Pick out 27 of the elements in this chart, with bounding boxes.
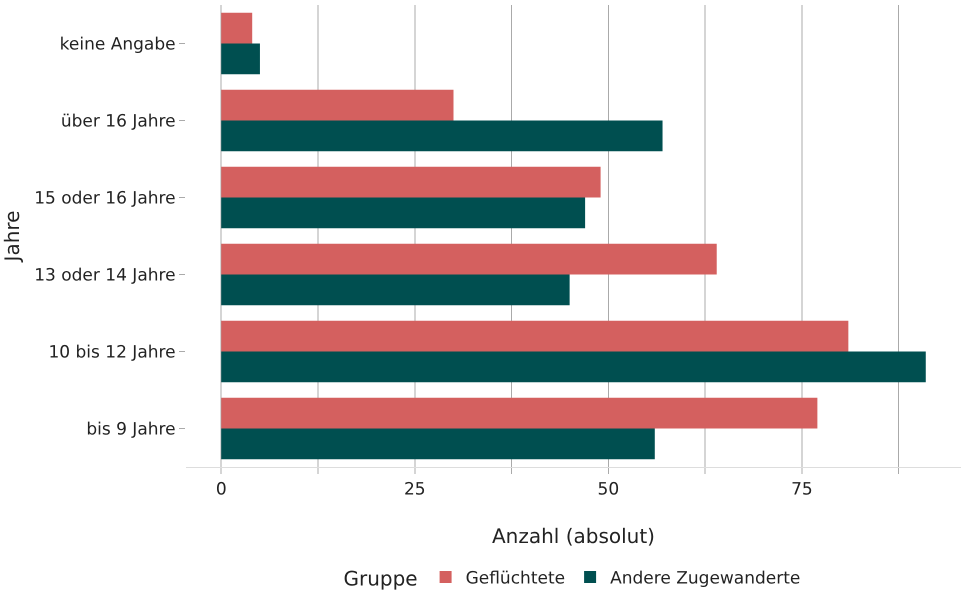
legend-label: Geflüchtete [466, 568, 566, 589]
bar [221, 12, 252, 44]
bar [221, 428, 655, 460]
legend-label: Andere Zugewanderte [610, 568, 800, 589]
bar [221, 398, 818, 428]
x-tick-label: 50 [598, 479, 620, 500]
y-tick-label: bis 9 Jahre [86, 419, 176, 440]
bar [221, 90, 454, 120]
bar [221, 244, 717, 274]
bar [221, 320, 848, 352]
bar [221, 352, 926, 382]
y-tick-label: 10 bis 12 Jahre [48, 342, 176, 362]
x-tick-label: 0 [216, 479, 227, 500]
legend-title: Gruppe [344, 566, 418, 590]
bar [221, 120, 663, 152]
y-tick-label: über 16 Jahre [60, 111, 176, 132]
x-tick-label: 75 [791, 479, 813, 500]
y-tick-label: 13 oder 14 Jahre [34, 265, 176, 286]
x-axis-title: Anzahl (absolut) [492, 524, 655, 548]
bar [221, 198, 586, 228]
y-axis-title: Jahre [0, 210, 24, 264]
bar [221, 166, 601, 198]
y-tick-label: keine Angabe [60, 34, 176, 54]
x-tick-label: 25 [404, 479, 426, 500]
bar [221, 274, 570, 306]
bar [221, 44, 260, 74]
y-tick-label: 15 oder 16 Jahre [34, 188, 176, 208]
